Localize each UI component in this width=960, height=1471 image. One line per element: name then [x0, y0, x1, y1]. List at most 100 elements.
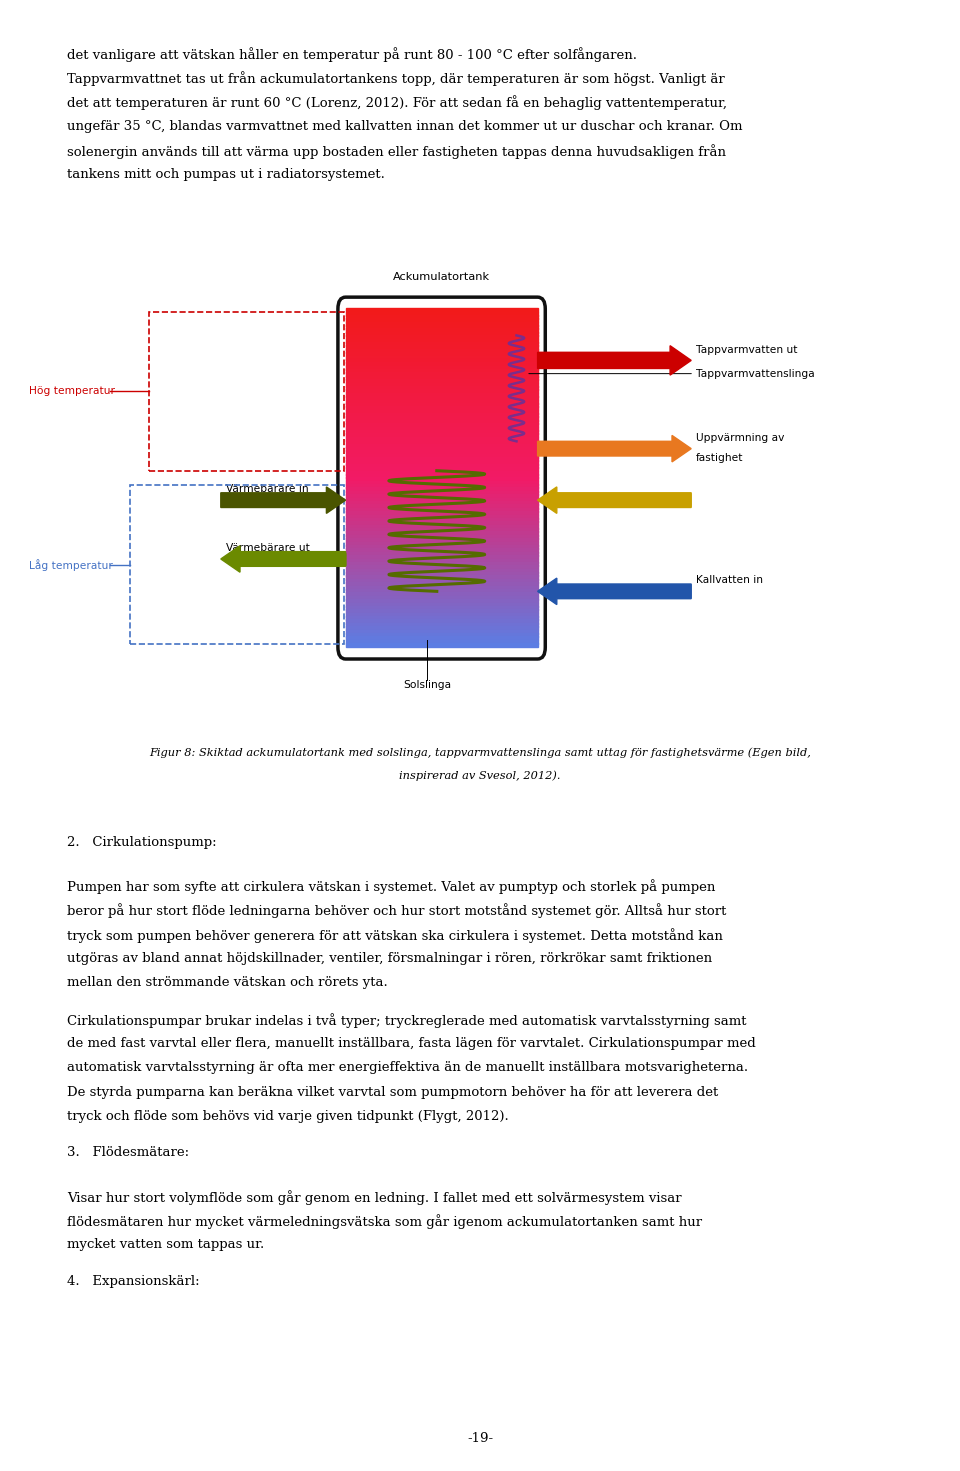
Bar [346, 328, 538, 332]
Bar [346, 640, 538, 644]
Bar [346, 562, 538, 566]
Text: Låg temperatur: Låg temperatur [29, 559, 112, 571]
Bar [346, 318, 538, 322]
Bar [346, 521, 538, 525]
Text: fastighet: fastighet [696, 453, 743, 463]
Bar [346, 413, 538, 418]
Bar [346, 606, 538, 610]
Text: flödesmätaren hur mycket värmeledningsvätska som går igenom ackumulatortanken sa: flödesmätaren hur mycket värmeledningsvä… [67, 1214, 703, 1230]
Text: Figur 8: Skiktad ackumulatortank med solslinga, tappvarmvattenslinga samt uttag : Figur 8: Skiktad ackumulatortank med sol… [149, 747, 811, 758]
Bar [346, 538, 538, 543]
Bar [346, 460, 538, 465]
Bar [346, 528, 538, 533]
Bar [149, 312, 344, 471]
Bar [346, 346, 538, 350]
Bar [346, 507, 538, 512]
Bar [346, 315, 538, 319]
Text: Tappvarmvatten ut: Tappvarmvatten ut [696, 344, 798, 355]
Bar [346, 619, 538, 624]
Bar [346, 312, 538, 316]
Bar [346, 572, 538, 577]
Bar [346, 400, 538, 403]
Bar [346, 474, 538, 478]
Bar [346, 616, 538, 621]
Text: tankens mitt och pumpas ut i radiatorsystemet.: tankens mitt och pumpas ut i radiatorsys… [67, 168, 385, 181]
Bar [346, 437, 538, 441]
Text: inspirerad av Svesol, 2012).: inspirerad av Svesol, 2012). [399, 771, 561, 781]
Bar [346, 406, 538, 410]
Text: tryck som pumpen behöver generera för att vätskan ska cirkulera i systemet. Dett: tryck som pumpen behöver generera för at… [67, 928, 723, 943]
Text: 2.   Cirkulationspump:: 2. Cirkulationspump: [67, 836, 217, 849]
Text: Solslinga: Solslinga [403, 680, 451, 690]
Bar [346, 369, 538, 374]
Bar [346, 497, 538, 502]
Bar [346, 544, 538, 549]
Bar [346, 396, 538, 400]
Text: Värmebärare in: Värmebärare in [226, 484, 308, 494]
Bar [346, 450, 538, 455]
Bar [346, 403, 538, 407]
Bar [346, 565, 538, 569]
Bar [346, 583, 538, 587]
Bar [346, 481, 538, 485]
Bar [346, 603, 538, 606]
Bar [346, 487, 538, 491]
Bar [346, 599, 538, 603]
Text: mellan den strömmande vätskan och rörets yta.: mellan den strömmande vätskan och rörets… [67, 977, 388, 990]
Bar [346, 549, 538, 553]
Text: 4.   Expansionskärl:: 4. Expansionskärl: [67, 1275, 200, 1287]
Text: automatisk varvtalsstyrning är ofta mer energieffektiva än de manuellt inställba: automatisk varvtalsstyrning är ofta mer … [67, 1061, 749, 1074]
Text: mycket vatten som tappas ur.: mycket vatten som tappas ur. [67, 1239, 264, 1252]
Bar [346, 585, 538, 590]
Bar [346, 440, 538, 444]
Bar [346, 332, 538, 335]
Text: Cirkulationspumpar brukar indelas i två typer; tryckreglerade med automatisk var: Cirkulationspumpar brukar indelas i två … [67, 1012, 747, 1028]
Bar [346, 484, 538, 488]
Text: Tappvarmvattnet tas ut från ackumulatortankens topp, där temperaturen är som hög: Tappvarmvattnet tas ut från ackumulatort… [67, 71, 725, 87]
Bar [346, 502, 538, 505]
Text: Kallvatten in: Kallvatten in [696, 575, 763, 585]
Text: Pumpen har som syfte att cirkulera vätskan i systemet. Valet av pumptyp och stor: Pumpen har som syfte att cirkulera vätsk… [67, 880, 715, 894]
Bar [346, 366, 538, 369]
Text: ungefär 35 °C, blandas varmvattnet med kallvatten innan det kommer ut ur duschar: ungefär 35 °C, blandas varmvattnet med k… [67, 119, 743, 132]
Bar [346, 390, 538, 393]
Bar [346, 356, 538, 360]
Bar [346, 630, 538, 634]
Bar [346, 575, 538, 580]
Bar [346, 612, 538, 616]
Text: det vanligare att vätskan håller en temperatur på runt 80 - 100 °C efter solfång: det vanligare att vätskan håller en temp… [67, 47, 637, 62]
FancyArrow shape [538, 435, 691, 462]
Bar [346, 416, 538, 421]
Bar [346, 596, 538, 600]
Bar [346, 477, 538, 481]
Bar [346, 588, 538, 593]
Bar [346, 377, 538, 380]
Bar [346, 424, 538, 427]
Bar [346, 359, 538, 363]
FancyArrow shape [538, 346, 691, 375]
Bar [346, 444, 538, 447]
Bar [346, 430, 538, 434]
Text: det att temperaturen är runt 60 °C (Lorenz, 2012). För att sedan få en behaglig : det att temperaturen är runt 60 °C (Lore… [67, 96, 728, 110]
Bar [346, 338, 538, 343]
Bar [346, 627, 538, 630]
Bar [346, 535, 538, 538]
Bar [346, 380, 538, 384]
FancyArrow shape [221, 546, 346, 572]
Bar [346, 622, 538, 627]
Bar [346, 335, 538, 340]
Bar [346, 633, 538, 637]
Bar [346, 515, 538, 519]
Bar [346, 555, 538, 559]
Bar [130, 485, 344, 644]
Bar [346, 525, 538, 530]
Text: Värmebärare ut: Värmebärare ut [226, 543, 309, 553]
FancyArrow shape [538, 487, 691, 513]
Bar [346, 393, 538, 397]
Bar [346, 541, 538, 546]
Bar [346, 385, 538, 390]
Bar [346, 471, 538, 475]
Bar [346, 453, 538, 457]
Bar [346, 637, 538, 640]
Bar [346, 372, 538, 377]
